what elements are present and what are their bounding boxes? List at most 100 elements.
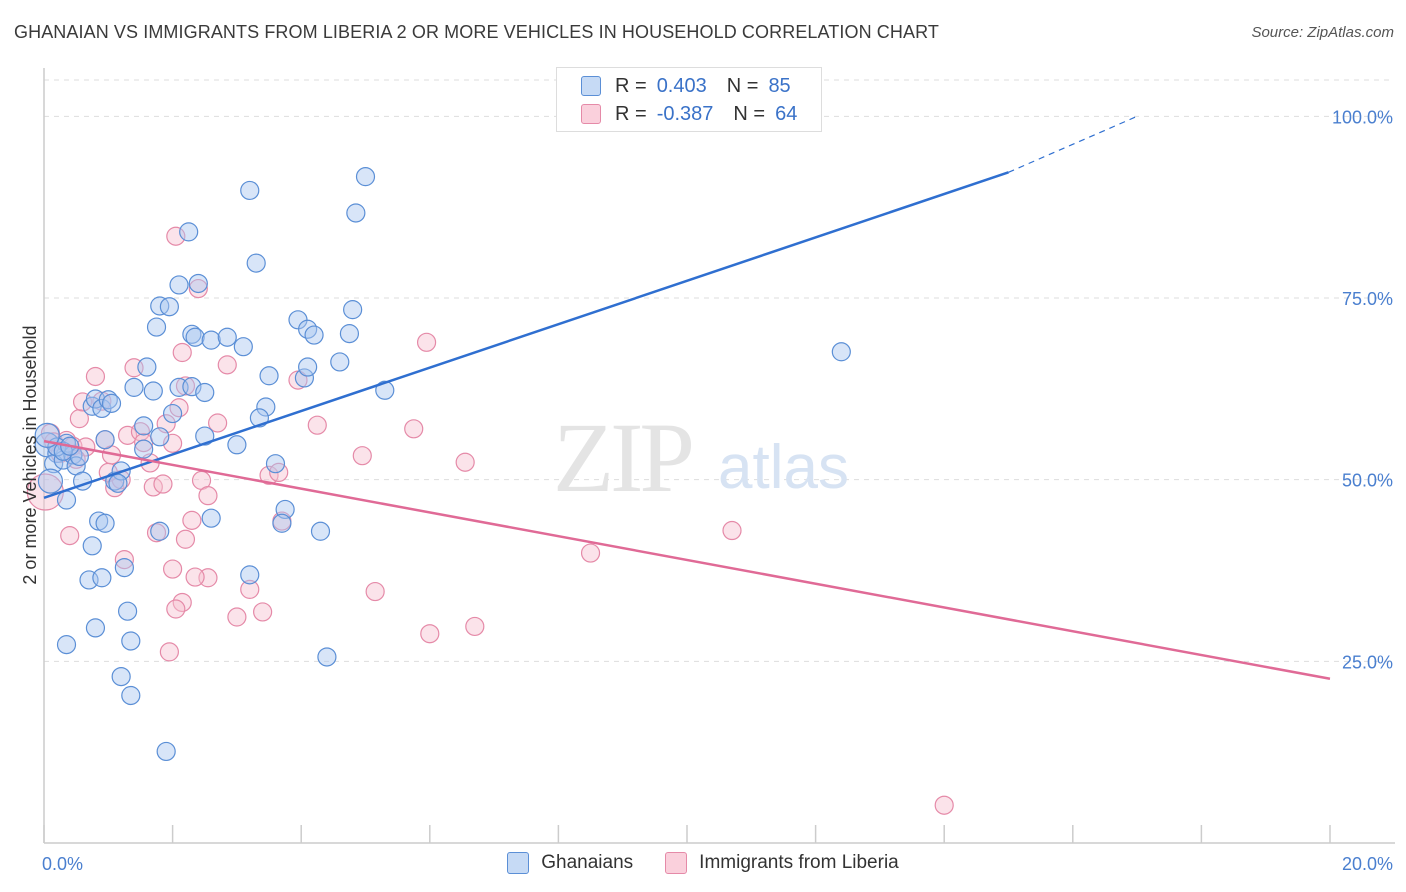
liberia-point [185,567,205,587]
liberia-point [163,559,183,579]
ghanaian-point [124,377,144,397]
liberia-point [934,795,954,815]
liberia-point [114,549,134,570]
ghanaian-trend-line [43,171,1009,500]
legend-swatch-blue [581,76,601,96]
ghanaian-point [163,403,183,424]
ghanaian-point [34,422,60,448]
legend-swatch-pink [581,104,601,124]
ghanaian-point [92,568,112,588]
legend-n-value: 85 [768,74,791,97]
stats-legend: R = 0.403 N = 85 R = -0.387 N = 64 [556,67,822,132]
ghanaian-point [179,222,199,242]
legend-swatch-pink [665,852,688,874]
ghanaian-point [355,167,376,187]
liberia-point [153,474,173,494]
ghanaian-point [330,352,350,372]
y-tick-label: 75.0% [1342,289,1393,309]
ghanaian-point [259,366,279,386]
ghanaian-point [233,337,253,357]
series-legend: Ghanaians Immigrants from Liberia [0,852,1406,874]
ghanaian-point [117,601,138,621]
liberia-point [420,624,440,644]
ghanaian-point [182,324,202,344]
ghanaian-point [111,666,131,687]
liberia-point [146,523,167,543]
legend-n-label: N = [733,102,766,125]
ghanaian-trend-extension [1008,115,1138,173]
liberia-point [166,599,186,619]
ghanaian-point [346,203,366,223]
legend-r-value: 0.403 [656,74,707,97]
chart-title: GHANAIAN VS IMMIGRANTS FROM LIBERIA 2 OR… [14,22,939,42]
liberia-point [465,616,485,637]
ghanaian-point [256,397,276,417]
liberia-point [217,355,237,375]
liberia-point [175,376,196,396]
y-tick-label: 100.0% [1332,107,1393,127]
legend-row-ghanaians: R = 0.403 N = 85 [581,74,791,98]
ghanaian-point [121,631,141,651]
ghanaian-point [185,327,205,347]
ghanaian-point [108,473,128,493]
legend-item-liberia: Immigrants from Liberia [665,852,899,874]
ghanaian-point [56,635,77,655]
legend-r-value: -0.387 [656,102,714,125]
ghanaian-point [82,536,102,556]
liberia-point [60,526,80,546]
ghanaian-point [134,416,154,436]
ghanaian-point [227,435,247,455]
ghanaian-point [265,454,286,474]
ghanaian-point [240,180,260,201]
liberia-point [159,642,179,662]
liberia-point [722,520,742,541]
ghanaian-point [159,297,179,317]
ghanaian-point [343,300,363,320]
trend-lines [43,115,1331,681]
liberia-point [253,602,273,622]
ghanaian-point [56,490,77,510]
ghanaian-point [53,441,73,461]
legend-label-liberia: Immigrants from Liberia [699,852,899,873]
ghanaian-point [146,317,167,337]
ghanaian-point [101,393,122,413]
ghanaian-point [831,342,851,362]
liberia-point [352,446,372,466]
ghanaian-point [375,380,395,400]
ghanaian-point [195,426,215,446]
liberia-point [182,510,202,530]
ghanaian-point [298,357,318,377]
liberia-point [307,415,327,435]
liberia-trend-line [43,439,1331,681]
legend-n-value: 64 [775,102,798,125]
legend-n-label: N = [726,74,759,97]
legend-swatch-blue [507,852,530,874]
ghanaian-point [304,325,324,345]
legend-r-label: R = [615,74,647,97]
ghanaian-point [143,381,163,401]
ghanaian-point [339,324,360,344]
ghanaian-point [195,382,215,403]
liberia-point [175,529,196,549]
legend-row-liberia: R = -0.387 N = 64 [581,102,797,126]
ghanaian-point [137,357,157,377]
liberia-point [227,607,247,627]
liberia-point [455,452,475,472]
ghanaian-point [169,275,189,295]
ghanaian-point [272,513,292,533]
legend-r-label: R = [615,102,647,125]
liberia-point [365,581,385,602]
ghanaian-point [217,327,237,347]
ghanaian-point [317,647,337,667]
ghanaian-point [246,253,266,273]
watermark-atlas: atlas [718,433,849,502]
liberia-point [69,409,89,429]
ghanaian-point [85,618,106,638]
ghanaian-point [95,430,115,450]
ghanaian-point [95,513,115,533]
ghanaian-point [134,439,154,459]
liberia-point [188,278,208,299]
axes [43,68,1395,844]
ghanaian-point [294,368,315,388]
liberia-point [208,413,228,433]
